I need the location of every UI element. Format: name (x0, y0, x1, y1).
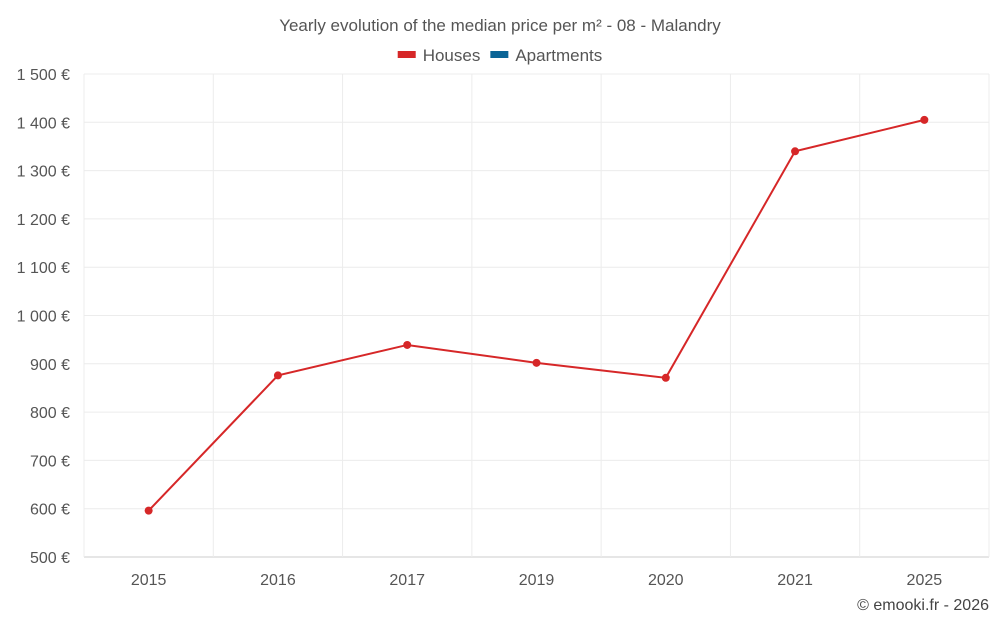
y-tick-label: 700 € (30, 453, 70, 470)
x-tick-label: 2021 (777, 572, 813, 589)
legend-item-houses: Houses (397, 46, 481, 65)
y-tick-label: 1 100 € (17, 260, 70, 277)
data-point (403, 340, 412, 349)
data-point (144, 506, 153, 515)
data-point (532, 358, 541, 367)
x-tick-label: 2020 (648, 572, 684, 589)
x-tick-label: 2016 (260, 572, 296, 589)
legend-swatch (490, 51, 509, 58)
y-tick-label: 900 € (30, 357, 70, 374)
x-axis: 2015 2016 2017 2019 2020 2021 2025 (131, 572, 942, 589)
data-point (273, 371, 282, 380)
y-tick-label: 1 300 € (17, 164, 70, 181)
x-tick-label: 2017 (389, 572, 425, 589)
credit-text: © emooki.fr - 2026 (857, 597, 989, 614)
y-axis: 500 € 600 € 700 € 800 € 900 € 1 000 € 1 100 € 1… (17, 67, 70, 567)
y-tick-label: 1 400 € (17, 115, 70, 132)
data-point (791, 147, 800, 156)
data-point (661, 373, 670, 382)
x-tick-label: 2025 (907, 572, 943, 589)
x-tick-label: 2015 (131, 572, 167, 589)
series-layer (144, 115, 929, 515)
legend-swatch (397, 51, 416, 58)
y-tick-label: 1 500 € (17, 67, 70, 84)
y-tick-label: 1 200 € (17, 212, 70, 229)
y-tick-label: 800 € (30, 405, 70, 422)
y-tick-label: 500 € (30, 550, 70, 567)
legend-item-apartments: Apartments (490, 46, 602, 65)
legend-label: Apartments (515, 46, 602, 65)
legend: Houses Apartments (397, 46, 602, 65)
chart-title: Yearly evolution of the median price per… (279, 16, 721, 35)
y-tick-label: 600 € (30, 502, 70, 519)
legend-label: Houses (423, 46, 481, 65)
data-point (920, 115, 929, 124)
y-tick-label: 1 000 € (17, 309, 70, 326)
x-tick-label: 2019 (519, 572, 555, 589)
grid-lines (83, 73, 990, 558)
